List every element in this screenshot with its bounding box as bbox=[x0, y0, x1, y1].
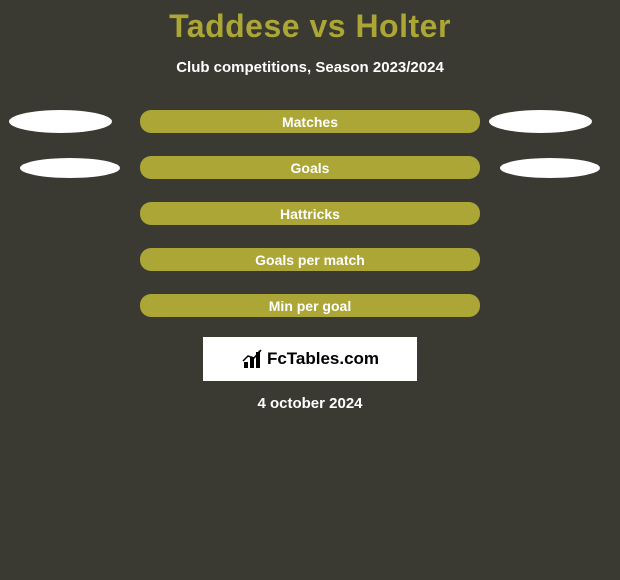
fctables-logo-text: FcTables.com bbox=[267, 349, 379, 369]
stat-row-goals-per-match: Goals per match bbox=[0, 248, 620, 271]
stat-row-hattricks: Hattricks bbox=[0, 202, 620, 225]
fctables-logo-content: FcTables.com bbox=[241, 348, 379, 370]
stat-bar: Goals per match bbox=[140, 248, 480, 271]
stat-label: Goals bbox=[291, 160, 330, 176]
left-value-ellipse bbox=[20, 158, 120, 178]
stat-bar: Goals bbox=[140, 156, 480, 179]
comparison-subtitle: Club competitions, Season 2023/2024 bbox=[0, 59, 620, 76]
stat-bar: Hattricks bbox=[140, 202, 480, 225]
stats-bars-container: Matches Goals Hattricks Goals per match … bbox=[0, 110, 620, 317]
stat-row-min-per-goal: Min per goal bbox=[0, 294, 620, 317]
stat-label: Goals per match bbox=[255, 252, 365, 268]
stat-label: Matches bbox=[282, 114, 338, 130]
comparison-date: 4 october 2024 bbox=[0, 395, 620, 412]
right-value-ellipse bbox=[500, 158, 600, 178]
fctables-logo-box: FcTables.com bbox=[203, 337, 417, 381]
stat-bar: Min per goal bbox=[140, 294, 480, 317]
stat-label: Hattricks bbox=[280, 206, 340, 222]
left-value-ellipse bbox=[9, 110, 112, 133]
stat-bar: Matches bbox=[140, 110, 480, 133]
comparison-title: Taddese vs Holter bbox=[0, 0, 620, 45]
stat-label: Min per goal bbox=[269, 298, 351, 314]
fctables-chart-icon bbox=[241, 348, 265, 370]
stat-row-matches: Matches bbox=[0, 110, 620, 133]
stat-row-goals: Goals bbox=[0, 156, 620, 179]
right-value-ellipse bbox=[489, 110, 592, 133]
